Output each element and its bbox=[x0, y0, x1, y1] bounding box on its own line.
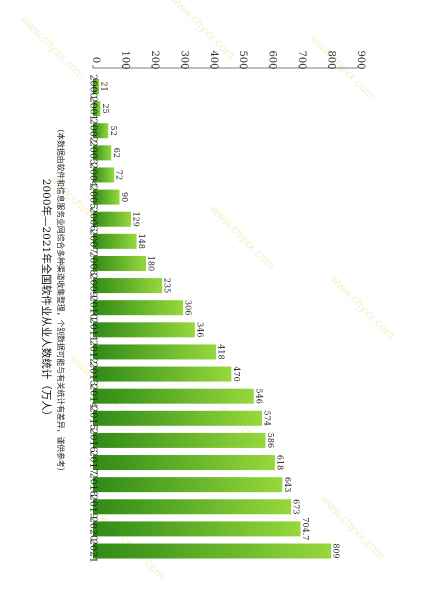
bar bbox=[93, 366, 232, 382]
data-label: 346 bbox=[195, 322, 204, 337]
bar bbox=[93, 189, 120, 205]
data-label: 25 bbox=[101, 104, 110, 114]
category-label: 2013 bbox=[88, 362, 99, 386]
data-label: 586 bbox=[266, 433, 275, 448]
bar bbox=[93, 521, 301, 537]
bar bbox=[93, 145, 112, 161]
category-label: 2014 bbox=[88, 384, 99, 408]
bar bbox=[93, 233, 137, 249]
axis-tick-label: 300 bbox=[178, 50, 189, 69]
axis-tick-label: 900 bbox=[355, 50, 366, 69]
category-label: 2008 bbox=[88, 251, 99, 275]
chart-note: （本数据由软件和信息服务业网综合多种渠道收集整理，个别数据可能与有关统计有差异，… bbox=[56, 125, 66, 476]
category-label: 2002 bbox=[88, 119, 99, 143]
category-label: 2000 bbox=[88, 74, 99, 98]
bar bbox=[93, 255, 146, 271]
category-label: 2005 bbox=[88, 185, 99, 209]
bar bbox=[93, 455, 275, 471]
data-label: 704.7 bbox=[301, 517, 310, 540]
data-label: 546 bbox=[254, 389, 263, 404]
category-label: 2017 bbox=[88, 450, 99, 474]
category-label: 2006 bbox=[88, 207, 99, 231]
bar bbox=[93, 123, 109, 139]
category-label: 2009 bbox=[88, 273, 99, 297]
bar bbox=[93, 477, 283, 493]
category-label: 2004 bbox=[88, 163, 99, 187]
category-label: 2015 bbox=[88, 406, 99, 430]
data-label: 21 bbox=[100, 81, 109, 91]
axis-tick-label: 600 bbox=[267, 50, 278, 69]
data-label: 90 bbox=[120, 192, 129, 202]
category-label: 2021 bbox=[88, 539, 99, 563]
data-label: 643 bbox=[283, 477, 292, 492]
category-label: 2001 bbox=[88, 97, 99, 121]
bar bbox=[93, 388, 254, 404]
chart-title: 2000年—2021年全国软件业从业人数统计（万人） bbox=[40, 179, 53, 421]
bar bbox=[93, 344, 217, 360]
bar bbox=[93, 543, 332, 559]
data-label: 306 bbox=[184, 300, 193, 315]
category-label: 2016 bbox=[88, 428, 99, 452]
bar bbox=[93, 211, 131, 227]
axis-tick-label: 500 bbox=[237, 50, 248, 69]
axis-tick-label: 0 bbox=[90, 57, 101, 63]
bar bbox=[93, 278, 163, 294]
axis-tick-label: 100 bbox=[119, 50, 130, 69]
axis-tick-label: 400 bbox=[208, 50, 219, 69]
bar bbox=[93, 300, 184, 316]
data-label: 618 bbox=[275, 455, 284, 470]
bar bbox=[93, 167, 115, 183]
data-label: 418 bbox=[217, 344, 226, 359]
bar bbox=[93, 432, 266, 448]
category-label: 2003 bbox=[88, 141, 99, 165]
bar bbox=[93, 410, 262, 426]
category-label: 2019 bbox=[88, 495, 99, 519]
data-label: 235 bbox=[163, 278, 172, 293]
data-label: 129 bbox=[131, 212, 140, 227]
category-label: 2011 bbox=[88, 318, 99, 342]
category-label: 2007 bbox=[88, 229, 99, 253]
bar bbox=[93, 101, 101, 117]
category-label: 2018 bbox=[88, 473, 99, 497]
data-label: 72 bbox=[115, 170, 124, 180]
category-label: 2020 bbox=[88, 517, 99, 541]
bar bbox=[93, 79, 100, 94]
data-label: 148 bbox=[137, 234, 146, 249]
category-label: 2010 bbox=[88, 296, 99, 320]
data-label: 574 bbox=[262, 411, 271, 426]
data-label: 62 bbox=[112, 148, 121, 158]
data-label: 673 bbox=[292, 499, 301, 514]
category-label: 2012 bbox=[88, 340, 99, 364]
bar bbox=[93, 322, 195, 338]
axis-tick-label: 800 bbox=[326, 50, 337, 69]
axis-tick-label: 200 bbox=[149, 50, 160, 69]
bar bbox=[93, 499, 292, 515]
data-label: 52 bbox=[109, 126, 118, 136]
data-label: 809 bbox=[332, 543, 341, 558]
data-label: 180 bbox=[146, 256, 155, 271]
data-label: 470 bbox=[232, 366, 241, 381]
axis-tick-label: 700 bbox=[296, 50, 307, 69]
